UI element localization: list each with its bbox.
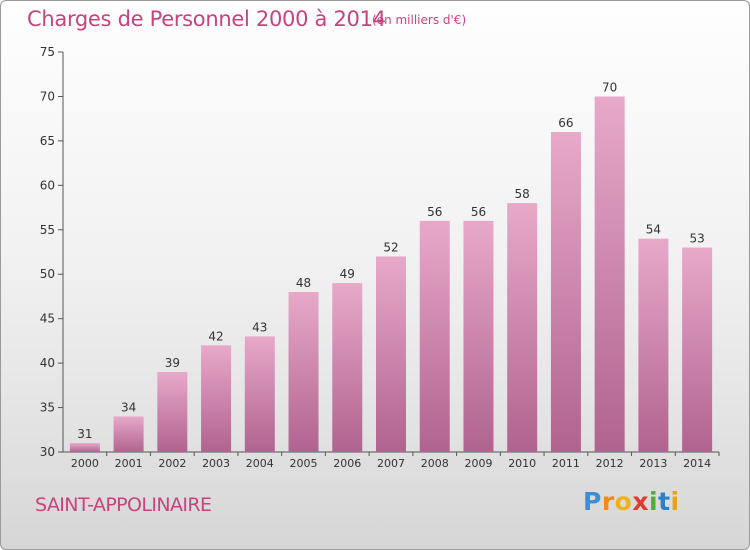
x-tick-label-2012: 2012 (596, 457, 624, 470)
data-label-2008: 56 (427, 205, 442, 219)
data-label-2000: 31 (77, 427, 92, 441)
y-tick-label: 70 (40, 89, 55, 103)
bar-2004 (244, 336, 275, 452)
data-label-2007: 52 (383, 240, 398, 254)
y-tick-label: 30 (40, 445, 55, 459)
x-tick-label-2008: 2008 (421, 457, 449, 470)
data-label-2011: 66 (558, 116, 573, 130)
y-tick-label: 50 (40, 267, 55, 281)
x-tick-label-2007: 2007 (377, 457, 405, 470)
bar-2007 (376, 256, 406, 452)
data-label-2002: 39 (165, 356, 180, 370)
data-label-2010: 58 (515, 187, 530, 201)
x-tick-label-2009: 2009 (464, 457, 492, 470)
bar-2011 (550, 132, 581, 452)
x-tick-label-2014: 2014 (683, 457, 711, 470)
bar-2002 (157, 372, 188, 452)
chart-subtitle: (en milliers d'€) (372, 13, 467, 27)
bar-2008 (419, 220, 450, 452)
data-label-2004: 43 (252, 320, 267, 334)
data-label-2014: 53 (689, 232, 704, 246)
x-tick-label-2004: 2004 (246, 457, 274, 470)
bar-2000 (69, 443, 100, 452)
y-tick-label: 40 (40, 356, 55, 370)
data-label-2005: 48 (296, 276, 311, 290)
y-tick-label: 55 (40, 223, 55, 237)
y-tick-label: 75 (40, 45, 55, 59)
x-tick-label-2003: 2003 (202, 457, 230, 470)
proxiti-logo: Proxiti (583, 487, 680, 516)
bar-2010 (507, 203, 538, 452)
data-label-2001: 34 (121, 400, 136, 414)
data-label-2009: 56 (471, 205, 486, 219)
x-tick-label-2002: 2002 (158, 457, 186, 470)
bar-2013 (638, 238, 669, 452)
bar-2009 (463, 220, 494, 452)
bar-2014 (682, 247, 713, 452)
chart-title: Charges de Personnel 2000 à 2014 (27, 7, 386, 31)
bar-2012 (594, 96, 625, 452)
bar-2003 (201, 345, 232, 452)
data-label-2012: 70 (602, 80, 617, 94)
x-tick-label-2006: 2006 (333, 457, 361, 470)
x-tick-label-2013: 2013 (639, 457, 667, 470)
x-tick-label-2005: 2005 (290, 457, 318, 470)
y-tick-label: 35 (40, 401, 55, 415)
y-tick-label: 65 (40, 134, 55, 148)
y-tick-label: 45 (40, 312, 55, 326)
data-label-2013: 54 (646, 223, 661, 237)
x-tick-label-2011: 2011 (552, 457, 580, 470)
city-name: SAINT-APPOLINAIRE (35, 494, 212, 516)
data-label-2003: 42 (208, 329, 223, 343)
bar-2005 (288, 292, 319, 452)
x-tick-label-2001: 2001 (115, 457, 143, 470)
x-tick-label-2000: 2000 (71, 457, 99, 470)
bar-2006 (332, 283, 363, 452)
y-tick-label: 60 (40, 178, 55, 192)
bar-2001 (113, 416, 144, 452)
x-tick-label-2010: 2010 (508, 457, 536, 470)
data-label-2006: 49 (340, 267, 355, 281)
